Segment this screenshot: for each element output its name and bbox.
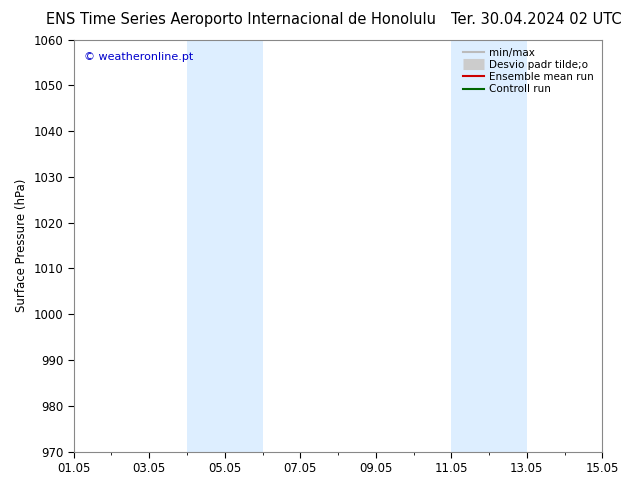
Text: © weatheronline.pt: © weatheronline.pt <box>84 52 193 62</box>
Bar <box>489 40 527 452</box>
Legend: min/max, Desvio padr tilde;o, Ensemble mean run, Controll run: min/max, Desvio padr tilde;o, Ensemble m… <box>460 45 597 98</box>
Bar <box>187 40 224 452</box>
Bar <box>224 40 262 452</box>
Y-axis label: Surface Pressure (hPa): Surface Pressure (hPa) <box>15 179 28 312</box>
Text: Ter. 30.04.2024 02 UTC: Ter. 30.04.2024 02 UTC <box>451 12 621 27</box>
Text: ENS Time Series Aeroporto Internacional de Honolulu: ENS Time Series Aeroporto Internacional … <box>46 12 436 27</box>
Bar <box>451 40 489 452</box>
